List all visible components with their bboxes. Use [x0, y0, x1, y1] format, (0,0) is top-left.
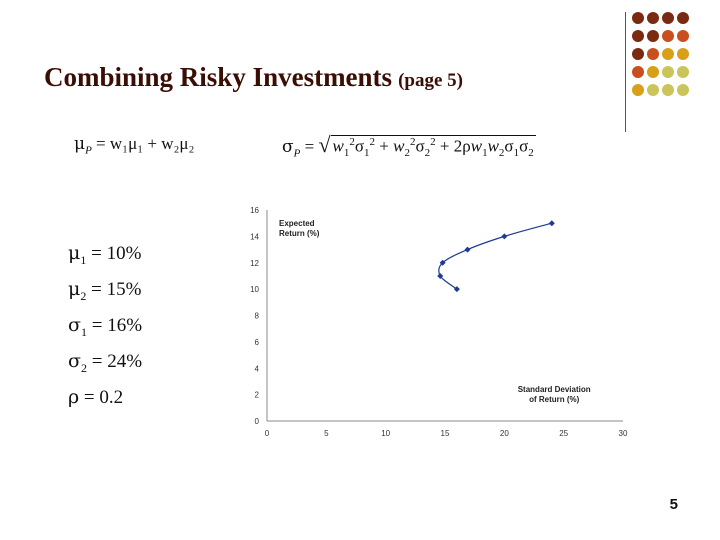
portfolio-stdev-formula: σP = √ w12σ12 + w22σ22 + 2ρw1w2σ1σ2: [282, 132, 536, 159]
frontier-point: [464, 246, 471, 253]
decorative-dot: [662, 30, 674, 42]
parameter-symbol: μ: [68, 278, 81, 300]
decorative-dot: [647, 84, 659, 96]
decorative-dot-grid: [632, 12, 712, 112]
decorative-dot: [677, 12, 689, 24]
x-tick-label: 15: [441, 429, 450, 438]
mean-formula-rhs: = w₁μ₁ + w₂μ₂: [96, 134, 195, 153]
parameter-item: ρ = 0.2: [68, 379, 142, 415]
y-tick-label: 10: [250, 285, 259, 294]
slide-number: 5: [669, 496, 678, 513]
y-tick-label: 6: [255, 338, 260, 347]
y-tick-label: 4: [255, 364, 260, 373]
decorative-dot: [632, 30, 644, 42]
y-tick-label: 2: [255, 391, 260, 400]
efficient-frontier-chart: 0 2 4 6 8 10 12 14 16 0 5 10 15 20 25 30 ExpectedReturn …: [250, 206, 628, 438]
decorative-dot: [632, 48, 644, 60]
parameter-subscript: 2: [80, 360, 87, 375]
decorative-dot: [632, 84, 644, 96]
equals-sign: =: [304, 137, 315, 156]
p-subscript: P: [293, 147, 301, 160]
decorative-dot: [662, 66, 674, 78]
decorative-dot: [647, 12, 659, 24]
decorative-dot: [677, 30, 689, 42]
decorative-dot: [632, 66, 644, 78]
y-tick-label: 12: [250, 259, 259, 268]
decorative-dot: [677, 66, 689, 78]
y-tick-label: 14: [250, 232, 259, 241]
parameter-value: = 0.2: [79, 387, 124, 408]
mu-symbol: μ: [74, 134, 86, 154]
y-axis-label: Expected: [279, 219, 315, 228]
sqrt-radicand: w12σ12 + w22σ22 + 2ρw1w2σ1σ2: [330, 135, 536, 160]
parameter-symbol: σ: [68, 350, 81, 372]
frontier-point: [437, 272, 444, 279]
y-tick-label: 16: [250, 206, 259, 215]
decorative-dot: [677, 84, 689, 96]
decorative-dot: [647, 48, 659, 60]
parameter-symbol: σ: [68, 314, 81, 336]
parameter-value: = 16%: [86, 315, 143, 336]
slide-title-page: (page 5): [398, 70, 463, 91]
decorative-dot: [662, 84, 674, 96]
parameter-value: = 24%: [86, 351, 143, 372]
y-axis-label: Return (%): [279, 229, 320, 238]
parameter-symbol: μ: [68, 242, 81, 264]
sqrt-sign: √: [318, 132, 331, 157]
p-subscript: P: [85, 144, 92, 157]
x-axis-label: Standard Deviation: [518, 385, 591, 394]
parameter-subscript: 2: [80, 288, 87, 303]
parameter-item: σ1 = 16%: [68, 307, 142, 343]
parameter-list: μ1 = 10% μ2 = 15% σ1 = 16% σ2 = 24% ρ = 0.2: [68, 235, 142, 415]
parameter-item: μ1 = 10%: [68, 235, 142, 271]
x-tick-label: 0: [265, 429, 270, 438]
frontier-point: [453, 286, 460, 293]
slide-title: Combining Risky Investments (page 5): [44, 62, 463, 93]
decorative-dot: [632, 12, 644, 24]
x-tick-label: 25: [559, 429, 568, 438]
decorative-dot: [647, 30, 659, 42]
x-tick-label: 20: [500, 429, 509, 438]
frontier-line: [438, 222, 552, 290]
decorative-dot: [677, 48, 689, 60]
divider-line: [625, 12, 626, 132]
frontier-point: [548, 220, 555, 227]
decorative-dot: [647, 66, 659, 78]
x-tick-label: 30: [619, 429, 628, 438]
decorative-dot: [662, 48, 674, 60]
frontier-point: [439, 259, 446, 266]
decorative-dot: [662, 12, 674, 24]
parameter-subscript: 1: [80, 252, 87, 267]
parameter-item: σ2 = 24%: [68, 343, 142, 379]
x-tick-label: 5: [324, 429, 329, 438]
portfolio-mean-formula: μP = w₁μ₁ + w₂μ₂: [74, 134, 194, 156]
parameter-value: = 15%: [86, 279, 142, 300]
slide-title-main: Combining Risky Investments: [44, 62, 393, 92]
y-tick-label: 8: [255, 312, 260, 321]
y-tick-label: 0: [255, 417, 260, 426]
parameter-value: = 10%: [86, 243, 142, 264]
sigma-symbol: σ: [282, 137, 294, 157]
parameter-subscript: 1: [80, 324, 87, 339]
parameter-symbol: ρ: [68, 386, 80, 408]
parameter-item: μ2 = 15%: [68, 271, 142, 307]
x-tick-label: 10: [381, 429, 390, 438]
frontier-point: [501, 233, 508, 240]
x-axis-label: of Return (%): [529, 395, 580, 404]
